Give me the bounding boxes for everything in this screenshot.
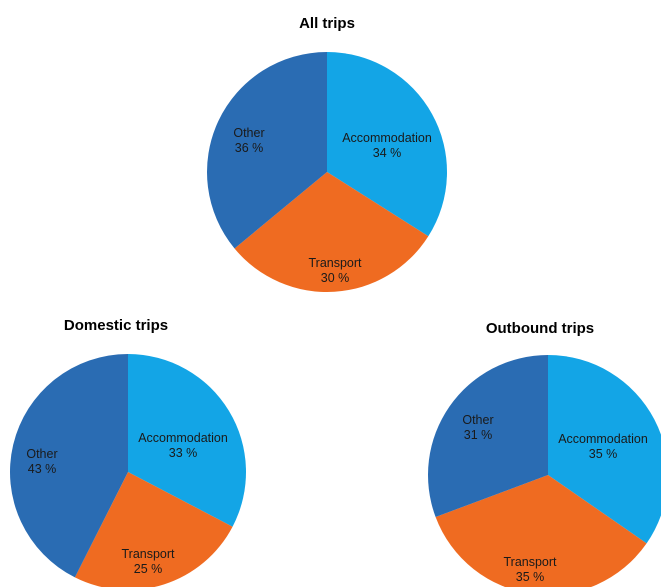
- pie-slice-transport: [234, 172, 429, 292]
- pie-slice-transport: [74, 472, 233, 587]
- slice-label-transport: Transport: [308, 256, 362, 270]
- slice-value-accommodation: 33 %: [169, 446, 198, 460]
- slice-value-transport: 35 %: [516, 570, 545, 584]
- slice-label-transport: Transport: [503, 555, 557, 569]
- slice-value-other: 43 %: [28, 462, 57, 476]
- chart-title-outbound-trips: Outbound trips: [486, 320, 594, 337]
- slice-value-other: 36 %: [235, 141, 264, 155]
- slice-value-other: 31 %: [464, 428, 493, 442]
- pie-slice-other: [9, 354, 128, 578]
- slice-label-other: Other: [26, 447, 57, 461]
- pie-slice-transport: [435, 475, 647, 587]
- slice-label-other: Other: [462, 413, 493, 427]
- pie-slice-other: [207, 52, 327, 249]
- slice-label-accommodation: Accommodation: [138, 431, 228, 445]
- pie-slice-other: [428, 355, 548, 518]
- pie-slice-accommodation: [548, 355, 661, 544]
- chart-title-all-trips: All trips: [299, 15, 355, 32]
- slice-label-other: Other: [233, 126, 264, 140]
- pie-slice-accommodation: [128, 354, 246, 527]
- slice-label-accommodation: Accommodation: [342, 131, 432, 145]
- slice-value-accommodation: 35 %: [589, 447, 618, 461]
- pie-slice-accommodation: [327, 52, 448, 237]
- slice-label-accommodation: Accommodation: [558, 432, 648, 446]
- slice-label-transport: Transport: [121, 547, 175, 561]
- slice-value-accommodation: 34 %: [373, 146, 402, 160]
- chart-title-domestic-trips: Domestic trips: [64, 317, 168, 334]
- slice-value-transport: 25 %: [134, 562, 163, 576]
- slice-value-transport: 30 %: [321, 271, 350, 285]
